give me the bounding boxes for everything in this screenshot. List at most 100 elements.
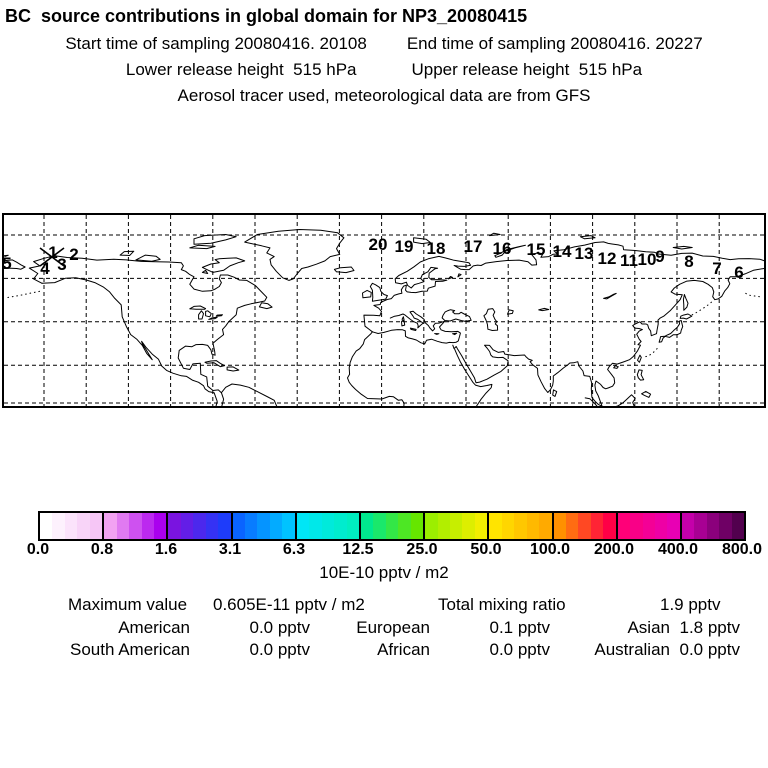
coastline — [494, 244, 526, 258]
colorbar-step — [667, 513, 680, 539]
coastline — [679, 313, 693, 320]
colorbar-tick: 6.3 — [282, 541, 306, 558]
trajectory-point-label: 5 — [4, 254, 12, 273]
region-value: 0.0 pptv — [249, 618, 311, 637]
colorbar-tick: 25.0 — [406, 541, 438, 558]
colorbar-step — [501, 513, 515, 539]
colorbar-step — [385, 513, 399, 539]
colorbar-segment — [681, 513, 745, 539]
colorbar-step — [474, 513, 488, 539]
colorbar-step — [617, 513, 631, 539]
trajectory-point-label: 10 — [638, 250, 657, 269]
coastline — [193, 234, 237, 245]
coastline — [201, 257, 246, 273]
region-value: 1.8 pptv — [679, 618, 741, 637]
coastline — [452, 268, 764, 406]
colorbar-tick: 0.0 — [26, 541, 50, 558]
trajectory-point-label: 2 — [69, 245, 78, 264]
trajectory-point-label: 6 — [734, 263, 743, 282]
coastline — [201, 269, 209, 274]
colorbar-step — [40, 513, 53, 539]
coastline — [615, 394, 636, 406]
release-point-marker — [39, 247, 65, 267]
colorbar-step — [731, 513, 745, 539]
coastline — [441, 309, 472, 322]
colorbar-step — [437, 513, 450, 539]
colorbar-tick: 100.0 — [529, 541, 571, 558]
coastline — [198, 310, 204, 320]
colorbar-step — [334, 513, 347, 539]
colorbar-step — [398, 513, 411, 539]
coastline — [135, 254, 161, 262]
coastline — [362, 289, 372, 299]
colorbar-step — [269, 513, 283, 539]
coastline — [226, 366, 240, 372]
colorbar-step — [218, 513, 231, 539]
colorbar-step — [706, 513, 720, 539]
region-name: African — [377, 640, 430, 659]
colorbar-step — [309, 513, 322, 539]
trajectory-point-label: 3 — [57, 255, 66, 274]
colorbar-step — [642, 513, 655, 539]
colorbar-step — [296, 513, 310, 539]
colorbar-step — [104, 513, 117, 539]
start-time-text: Start time of sampling 20080416. 20108 — [65, 34, 367, 53]
coastline — [258, 302, 273, 310]
colorbar-step — [590, 513, 604, 539]
coastline — [371, 310, 461, 345]
colorbar-step — [681, 513, 695, 539]
colorbar-tick: 200.0 — [593, 541, 635, 558]
lower-release-text: Lower release height 515 hPa — [125, 60, 357, 79]
coastline — [447, 276, 454, 280]
island-arc — [691, 300, 714, 316]
trajectory-point-label: 7 — [712, 259, 721, 278]
colorbar-step — [153, 513, 167, 539]
end-time-text: End time of sampling 20080416. 20227 — [406, 34, 703, 53]
coastline — [658, 320, 684, 343]
max-value-label: Maximum value — [68, 595, 188, 614]
colorbar-step — [64, 513, 78, 539]
coastline — [613, 365, 619, 369]
region-name: Asian — [627, 618, 670, 637]
coastline — [682, 294, 689, 311]
colorbar-step — [719, 513, 732, 539]
colorbar-segment — [617, 513, 682, 539]
region-value: 0.0 pptv — [489, 640, 551, 659]
colorbar-step — [168, 513, 181, 539]
coastline — [672, 245, 693, 250]
colorbar — [38, 511, 746, 541]
coastline — [452, 332, 458, 336]
region-value: 0.0 pptv — [249, 640, 311, 659]
region-contributions-table: American 0.0 pptv European 0.1 pptv Asia… — [40, 618, 740, 662]
colorbar-tick: 0.8 — [90, 541, 114, 558]
total-mixing-ratio-value: 1.9 pptv — [660, 595, 721, 614]
colorbar-tick: 400.0 — [657, 541, 699, 558]
colorbar-step — [52, 513, 65, 539]
colorbar-step — [450, 513, 463, 539]
coastline — [189, 244, 216, 250]
colorbar-step — [526, 513, 540, 539]
island-arc — [6, 290, 40, 299]
coastline — [507, 309, 514, 315]
coastline — [333, 266, 355, 274]
colorbar-segment — [296, 513, 361, 539]
sampling-time-line: Start time of sampling 20080416. 20108 E… — [0, 34, 768, 54]
coastline — [119, 250, 135, 256]
coastline — [637, 354, 642, 363]
colorbar-step — [89, 513, 103, 539]
coastline — [579, 235, 596, 240]
colorbar-step — [77, 513, 90, 539]
trajectory-point-label: 12 — [598, 249, 617, 268]
world-map-panel: 1 2 3 4 5 6 7 8 9 10 11 12 13 14 15 16 17 18 19 20 — [2, 213, 766, 408]
colorbar-unit-label: 10E-10 pptv / m2 — [319, 563, 449, 582]
trajectory-point-label: 14 — [553, 242, 572, 261]
colorbar-step — [410, 513, 424, 539]
trajectory-point-label: 13 — [575, 244, 594, 263]
figure-title: BC source contributions in global domain… — [5, 6, 528, 26]
coastline — [189, 305, 207, 310]
island-arc — [642, 347, 658, 358]
colorbar-step — [193, 513, 206, 539]
colorbar-step — [578, 513, 591, 539]
coastline — [28, 255, 268, 406]
